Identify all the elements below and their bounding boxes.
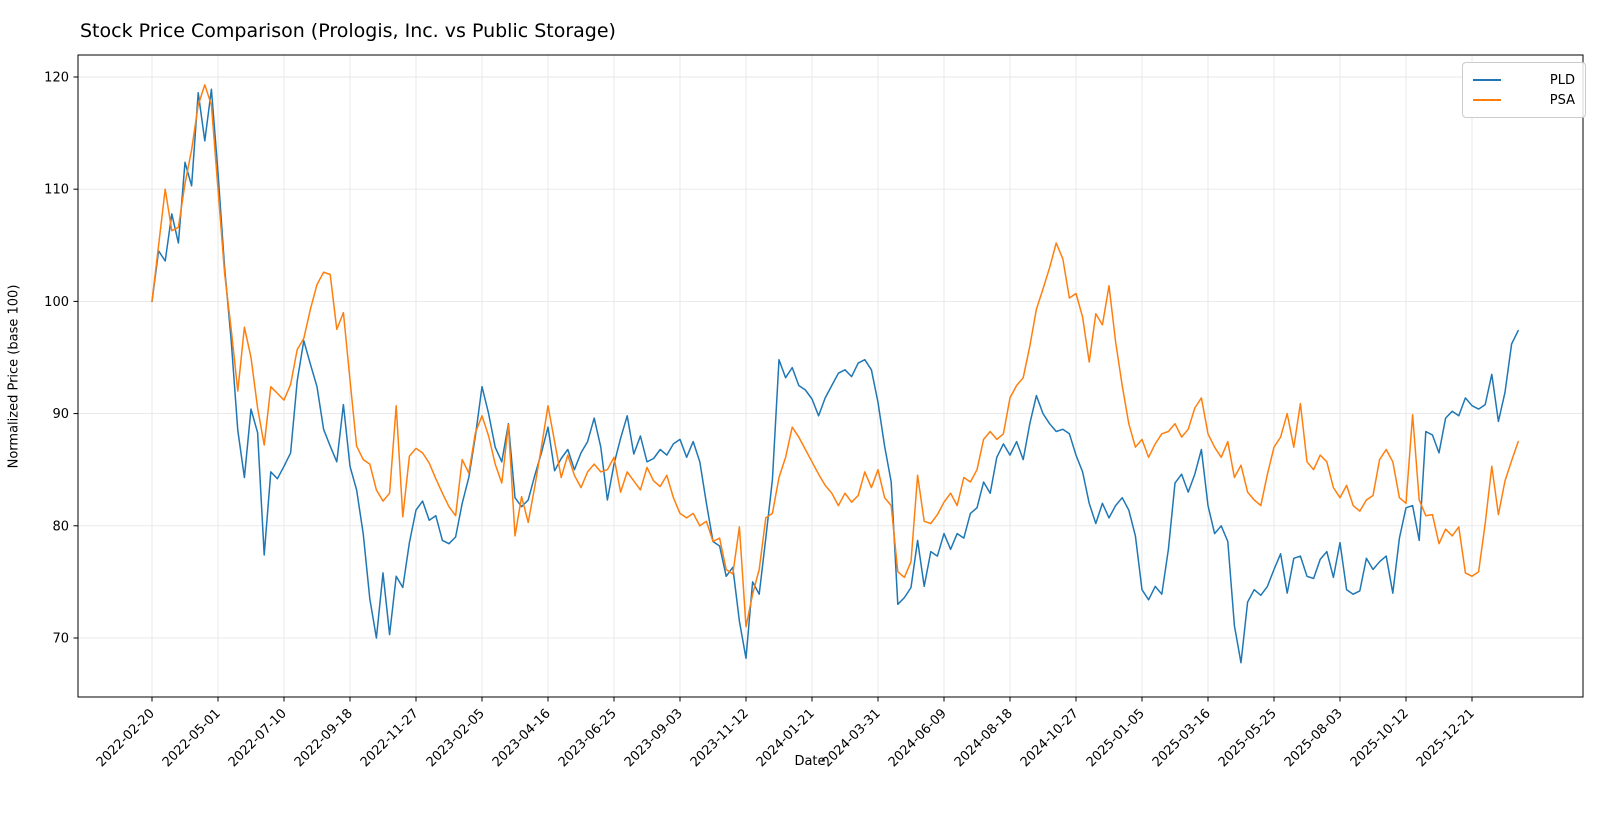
legend-label-psa: PSA xyxy=(1549,92,1575,108)
y-tick-label: 120 xyxy=(44,70,69,85)
y-tick-label: 110 xyxy=(44,183,69,198)
pld-line-swatch xyxy=(1473,79,1501,81)
legend-entry-psa: PSA xyxy=(1473,90,1575,110)
axes-frame xyxy=(77,54,1584,698)
legend-label-pld: PLD xyxy=(1549,72,1575,88)
y-tick-label: 90 xyxy=(52,407,69,422)
y-tick-label: 70 xyxy=(52,631,69,646)
y-tick-label: 80 xyxy=(52,519,69,534)
y-tick-label: 100 xyxy=(44,295,69,310)
legend: PLD PSA xyxy=(1462,62,1586,118)
psa-line-swatch xyxy=(1473,99,1501,101)
chart-title: Stock Price Comparison (Prologis, Inc. v… xyxy=(80,20,616,42)
psa-line xyxy=(151,84,1519,628)
y-axis-label: Normalized Price (base 100) xyxy=(6,284,22,469)
x-axis-label: Date xyxy=(794,754,826,769)
pld-line xyxy=(151,88,1519,664)
legend-entry-pld: PLD xyxy=(1473,70,1575,90)
